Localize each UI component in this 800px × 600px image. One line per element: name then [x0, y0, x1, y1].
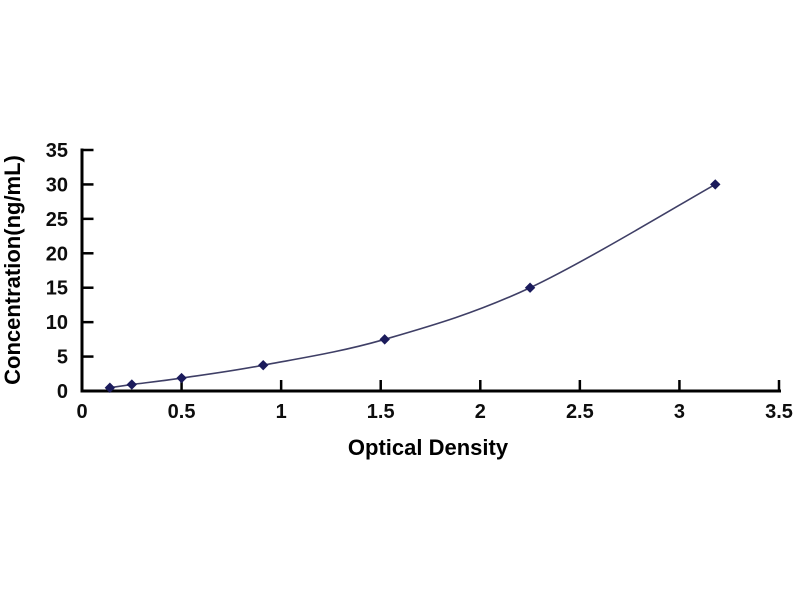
y-tick-label: 35 — [46, 140, 68, 162]
data-point-marker — [126, 379, 137, 390]
x-tick-label: 3 — [674, 401, 685, 423]
y-tick-label: 30 — [46, 174, 68, 196]
x-tick-label: 0 — [76, 401, 87, 423]
data-point-marker — [258, 359, 269, 371]
data-point-marker — [524, 282, 536, 293]
data-point-marker — [379, 334, 390, 345]
y-tick-label: 0 — [57, 381, 68, 403]
x-tick-label: 2.5 — [566, 401, 594, 423]
y-tick-label: 15 — [46, 278, 68, 300]
y-tick-label: 25 — [46, 209, 68, 231]
x-tick-label: 3.5 — [765, 401, 793, 423]
x-axis-title: Optical Density — [348, 435, 509, 460]
y-tick-label: 5 — [57, 347, 68, 369]
x-tick-label: 0.5 — [168, 401, 196, 423]
y-tick-label: 20 — [46, 243, 68, 265]
y-axis-title: Concentration(ng/mL) — [0, 155, 25, 385]
x-tick-label: 2 — [475, 401, 486, 423]
data-point-marker — [710, 179, 721, 190]
x-tick-label: 1.5 — [367, 401, 395, 423]
data-point-marker — [176, 372, 187, 384]
y-tick-label: 10 — [46, 312, 68, 334]
curve-line — [109, 183, 716, 389]
x-tick-label: 1 — [276, 401, 287, 423]
data-point-marker — [104, 382, 116, 393]
